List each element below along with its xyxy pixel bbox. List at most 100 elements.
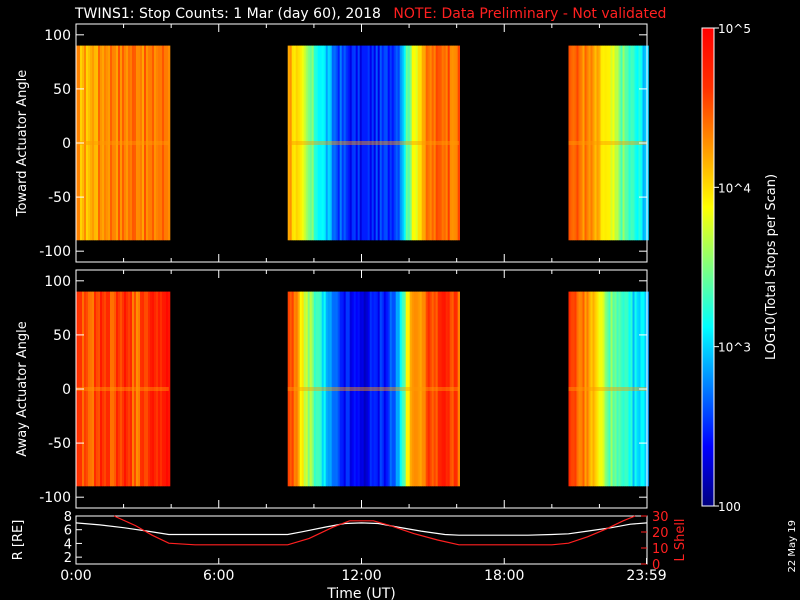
heatmap-column [335, 291, 338, 487]
heatmap-block-0 [76, 291, 171, 487]
heatmap-column [335, 45, 338, 241]
heatmap-column [403, 291, 406, 487]
heatmap-column [576, 291, 579, 487]
heatmap-column [116, 45, 119, 241]
heatmap-column [604, 45, 607, 241]
heatmap-column [160, 291, 163, 487]
zero-angle-band [568, 141, 647, 145]
heatmap-column [455, 45, 458, 241]
heatmap-column [401, 45, 404, 241]
heatmap-column [421, 45, 424, 241]
heatmap-column [317, 291, 320, 487]
heatmap-column [413, 45, 416, 241]
heatmap-column [453, 291, 456, 487]
heatmap-column [160, 45, 163, 241]
heatmap-column [299, 45, 302, 241]
heatmap-column [423, 291, 426, 487]
x-axis-label: Time (UT) [326, 586, 395, 600]
heatmap-column [381, 45, 384, 241]
heatmap-column [610, 45, 613, 241]
heatmap-column [90, 291, 93, 487]
heatmap-column [367, 45, 370, 241]
heatmap-column [415, 291, 418, 487]
heatmap-column [433, 291, 436, 487]
x-tick-label: 0:00 [60, 568, 91, 584]
y-tick-label-left: 2 [64, 551, 72, 566]
heatmap-column [634, 291, 637, 487]
y-axis-label-left: R [RE] [11, 520, 26, 561]
heatmap-column [162, 291, 165, 487]
heatmap-column [96, 291, 99, 487]
heatmap-column [309, 291, 312, 487]
heatmap-column [343, 291, 346, 487]
heatmap-column [100, 45, 103, 241]
heatmap-column [634, 45, 637, 241]
heatmap-column [628, 291, 631, 487]
heatmap-column [451, 45, 454, 241]
heatmap-column [363, 291, 366, 487]
heatmap-column [146, 291, 149, 487]
heatmap-column [94, 45, 97, 241]
heatmap-column [387, 291, 390, 487]
heatmap-column [439, 45, 442, 241]
heatmap-column [608, 45, 611, 241]
heatmap-block-0 [76, 45, 171, 241]
heatmap-column [136, 291, 139, 487]
heatmap-column [433, 45, 436, 241]
heatmap-column [337, 45, 340, 241]
heatmap-column [437, 291, 440, 487]
heatmap-column [341, 45, 344, 241]
heatmap-column [146, 45, 149, 241]
heatmap-column [323, 291, 326, 487]
heatmap-column [389, 291, 392, 487]
heatmap-column [136, 45, 139, 241]
heatmap-column [134, 291, 137, 487]
heatmap-column [409, 45, 412, 241]
y-tick-label-left: 4 [64, 537, 72, 552]
y-tick-label: 100 [44, 274, 71, 290]
heatmap-column [618, 45, 621, 241]
heatmap-column [604, 291, 607, 487]
heatmap-column [431, 291, 434, 487]
heatmap-column [618, 291, 621, 487]
heatmap-column [419, 45, 422, 241]
heatmap-column [578, 291, 581, 487]
heatmap-column [142, 291, 145, 487]
heatmap-column [419, 291, 422, 487]
heatmap-column [84, 45, 87, 241]
heatmap-column [417, 45, 420, 241]
zero-angle-band [568, 387, 647, 391]
heatmap-column [166, 291, 169, 487]
heatmap-column [425, 45, 428, 241]
heatmap-column [327, 291, 330, 487]
heatmap-column [132, 45, 135, 241]
heatmap-column [118, 45, 121, 241]
heatmap-column [572, 45, 575, 241]
heatmap-column [373, 45, 376, 241]
heatmap-column [568, 291, 571, 487]
heatmap-column [389, 45, 392, 241]
heatmap-column [168, 291, 171, 487]
heatmap-column [395, 291, 398, 487]
heatmap-column [353, 45, 356, 241]
heatmap-column [391, 291, 394, 487]
zero-angle-band [287, 387, 460, 391]
heatmap-column [114, 45, 117, 241]
heatmap-block-2 [568, 291, 649, 487]
heatmap-column [128, 291, 131, 487]
heatmap-column [435, 291, 438, 487]
heatmap-column [391, 45, 394, 241]
heatmap-column [622, 291, 625, 487]
heatmap-column [132, 291, 135, 487]
heatmap-column [598, 45, 601, 241]
heatmap-column [586, 45, 589, 241]
heatmap-column [168, 45, 171, 241]
heatmap-column [624, 45, 627, 241]
heatmap-column [321, 291, 324, 487]
heatmap-column [315, 291, 318, 487]
heatmap-column [359, 291, 362, 487]
heatmap-column [152, 45, 155, 241]
y-tick-label: -50 [48, 190, 71, 206]
heatmap-column [437, 45, 440, 241]
zero-angle-band [287, 141, 460, 145]
